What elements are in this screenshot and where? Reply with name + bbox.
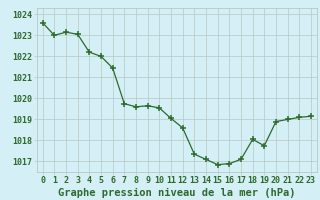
X-axis label: Graphe pression niveau de la mer (hPa): Graphe pression niveau de la mer (hPa) bbox=[58, 188, 296, 198]
